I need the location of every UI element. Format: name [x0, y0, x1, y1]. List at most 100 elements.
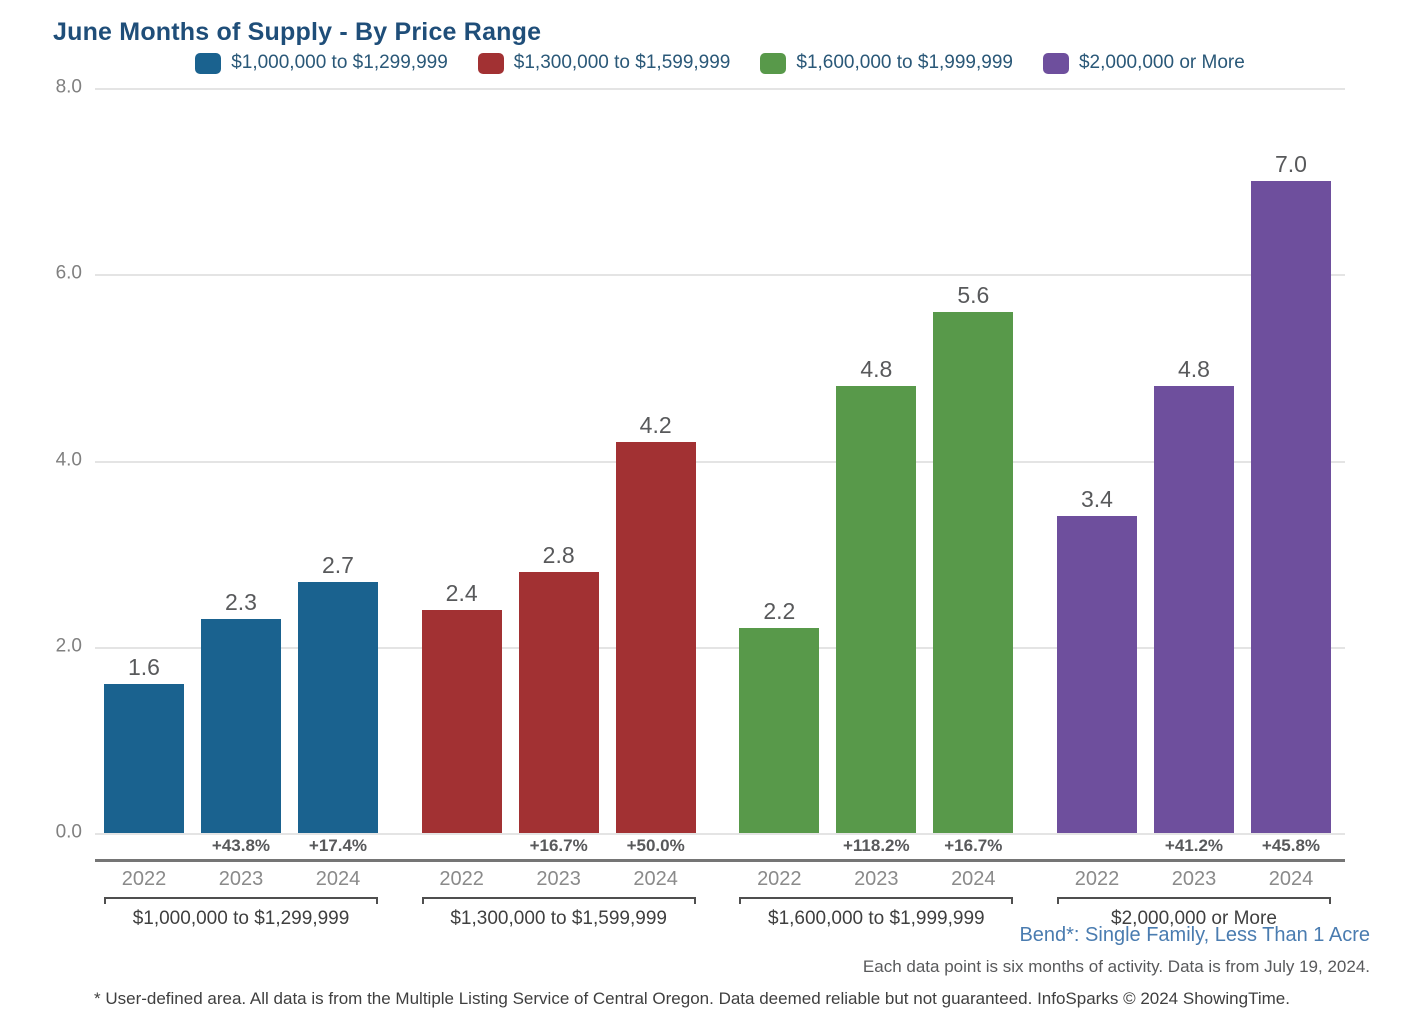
bar [421, 609, 502, 833]
bar-column: 2.3 [201, 588, 281, 833]
bar [933, 311, 1014, 833]
pct-change-label: +17.4% [308, 836, 368, 855]
legend-label: $2,000,000 or More [1078, 52, 1245, 73]
bar-column: 3.4 [1056, 486, 1137, 833]
pct-change-label: +16.7% [944, 836, 1003, 855]
bar-value-label: 4.8 [860, 356, 893, 382]
bar-column: 1.6 [104, 656, 184, 833]
year-label: 2022 [439, 868, 484, 890]
bar-group: 3.4 4.8 7.0 +41.2% +45.8% 2022 2023 2024 $2,000,… [1056, 88, 1331, 930]
year-label: 2023 [854, 868, 899, 890]
pct-change-label: +16.7% [529, 836, 588, 855]
bar-column: 7.0 [1250, 151, 1331, 833]
bar-group: 1.6 2.3 2.7 +43.8% +17.4% 2022 2023 2024 $1,000,… [104, 88, 378, 930]
group-bracket [421, 897, 696, 904]
years-row: 2022 2023 2024 [1057, 862, 1331, 897]
bars-row: 1.6 2.3 2.7 [104, 88, 378, 833]
group-bracket [1056, 897, 1331, 904]
y-axis-tick-label: 0.0 [55, 821, 82, 843]
legend-item: $1,600,000 to $1,999,999 [760, 52, 1013, 74]
bar-column: 4.8 [1153, 356, 1234, 833]
pct-change-label: +41.2% [1164, 836, 1224, 855]
bar-groups: 1.6 2.3 2.7 +43.8% +17.4% 2022 2023 2024 $1,000,… [95, 88, 1345, 930]
bar [1153, 386, 1234, 833]
legend-label: $1,300,000 to $1,599,999 [513, 52, 731, 73]
legend-swatch-icon [195, 52, 222, 74]
y-axis-tick-label: 2.0 [55, 635, 82, 657]
axis-divider-line [95, 859, 1345, 862]
bar-value-label: 2.8 [542, 542, 575, 569]
group-label: $1,300,000 to $1,599,999 [450, 908, 667, 929]
years-row: 2022 2023 2024 [104, 862, 378, 897]
pct-change-label: +45.8% [1261, 836, 1321, 855]
bars-row: 2.2 4.8 5.6 [739, 88, 1014, 833]
gridline [95, 274, 1345, 277]
gridline [95, 833, 1345, 835]
bar-column: 4.8 [836, 356, 917, 833]
year-label: 2022 [1074, 868, 1120, 890]
bar [615, 441, 696, 833]
year-label: 2024 [315, 868, 361, 890]
disclaimer: * User-defined area. All data is from th… [94, 989, 1290, 1008]
pct-change-label: +50.0% [626, 836, 685, 855]
bar-value-label: 2.7 [322, 551, 354, 578]
year-label: 2023 [1171, 868, 1217, 890]
y-axis-tick-label: 8.0 [55, 76, 82, 98]
y-axis-tick-label: 6.0 [55, 262, 82, 284]
year-label: 2024 [951, 868, 996, 890]
year-label: 2022 [121, 868, 167, 890]
bar-value-label: 4.8 [1177, 356, 1210, 382]
bar [518, 572, 599, 833]
pct-change-row: +41.2% +45.8% [1057, 833, 1331, 859]
group-label: $1,000,000 to $1,299,999 [132, 908, 350, 929]
pct-change-row: +16.7% +50.0% [422, 833, 696, 859]
bar-value-label: 2.2 [763, 598, 796, 625]
legend-label: $1,600,000 to $1,999,999 [796, 52, 1013, 73]
year-label: 2022 [757, 868, 802, 890]
bar-group: 2.4 2.8 4.2 +16.7% +50.0% 2022 2023 2024 $1,300,… [421, 88, 696, 930]
gridline [95, 460, 1345, 463]
bars-row: 2.4 2.8 4.2 [421, 88, 696, 833]
group-label: $2,000,000 or More [1111, 908, 1277, 929]
bar-column: 2.7 [298, 551, 378, 833]
bar [1056, 516, 1137, 833]
bar [201, 618, 281, 833]
pct-change-row: +118.2% +16.7% [739, 833, 1013, 859]
gridline [95, 646, 1345, 649]
bar-value-label: 7.0 [1274, 151, 1307, 178]
bar-group: 2.2 4.8 5.6 +118.2% +16.7% 2022 2023 2024 $1,600… [739, 88, 1014, 930]
bar [1250, 181, 1331, 833]
pct-change-label: +43.8% [211, 836, 271, 855]
bar-value-label: 2.3 [225, 588, 257, 615]
legend-swatch-icon [1042, 52, 1069, 74]
footer-right: Bend*: Single Family, Less Than 1 Acre E… [863, 924, 1370, 977]
legend-label: $1,000,000 to $1,299,999 [231, 52, 448, 73]
legend-swatch-icon [477, 52, 504, 74]
legend-item: $1,300,000 to $1,599,999 [477, 52, 731, 74]
data-note: Each data point is six months of activit… [862, 957, 1370, 976]
pct-change-label: +118.2% [842, 836, 910, 855]
bar-column: 2.4 [421, 579, 502, 833]
legend: $1,000,000 to $1,299,999 $1,300,000 to $1… [95, 52, 1345, 74]
year-label: 2023 [218, 868, 264, 890]
y-axis-tick-label: 4.0 [55, 449, 82, 471]
bar [836, 386, 917, 833]
bars-row: 3.4 4.8 7.0 [1056, 88, 1331, 833]
year-label: 2024 [1268, 868, 1314, 890]
bar-value-label: 4.2 [639, 411, 672, 438]
bar [739, 628, 820, 833]
bar-value-label: 3.4 [1080, 486, 1113, 513]
legend-item: $1,000,000 to $1,299,999 [195, 52, 448, 74]
bar-value-label: 2.4 [445, 579, 478, 606]
years-row: 2022 2023 2024 [422, 862, 696, 897]
bar-column: 2.2 [739, 598, 820, 833]
group-bracket [104, 897, 378, 904]
bar-value-label: 1.6 [128, 654, 160, 680]
gridline [95, 88, 1345, 90]
bar [104, 684, 184, 833]
year-label: 2024 [633, 868, 678, 890]
bar-column: 4.2 [615, 411, 696, 833]
group-label: $1,600,000 to $1,999,999 [768, 908, 985, 929]
bar-column: 5.6 [933, 283, 1014, 833]
